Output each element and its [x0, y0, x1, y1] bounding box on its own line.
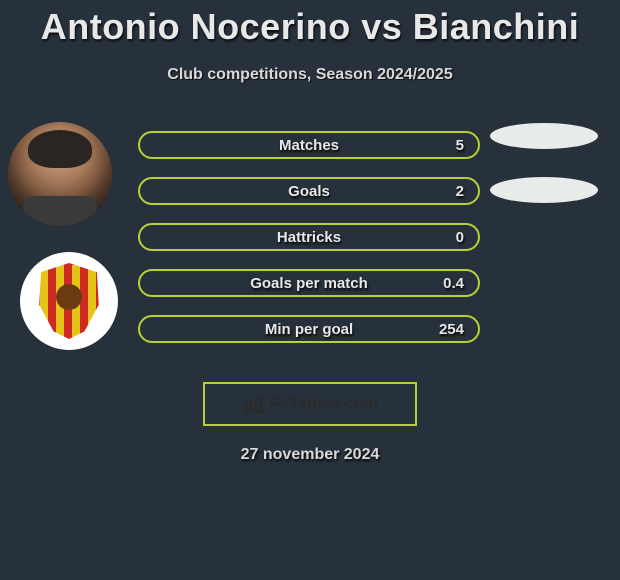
stat-label: Min per goal	[265, 321, 353, 338]
stat-right-value: 0.4	[443, 275, 464, 292]
brand-box: FcTables.com	[203, 382, 417, 426]
right-ellipse	[490, 123, 598, 149]
bar-chart-icon	[242, 395, 264, 413]
brand-label: FcTables.com	[270, 394, 379, 414]
stat-right-value: 5	[456, 137, 464, 154]
stat-bar: Matches 5	[138, 131, 480, 159]
stat-row-goals: Goals 2	[0, 168, 620, 214]
stat-right-value: 254	[439, 321, 464, 338]
stat-row-mpg: Min per goal 254	[0, 306, 620, 352]
stat-right-value: 0	[456, 229, 464, 246]
stat-bar: Goals per match 0.4	[138, 269, 480, 297]
date-text: 27 november 2024	[0, 446, 620, 464]
stat-row-matches: Matches 5	[0, 122, 620, 168]
stat-bar: Goals 2	[138, 177, 480, 205]
stat-bar: Min per goal 254	[138, 315, 480, 343]
stat-label: Goals per match	[250, 275, 368, 292]
stat-label: Goals	[288, 183, 330, 200]
page-title: Antonio Nocerino vs Bianchini	[0, 0, 620, 48]
stat-row-gpm: Goals per match 0.4	[0, 260, 620, 306]
brand-domain: .com	[340, 394, 378, 413]
right-ellipse	[490, 177, 598, 203]
stat-label: Matches	[279, 137, 339, 154]
stat-row-hattricks: Hattricks 0	[0, 214, 620, 260]
subtitle: Club competitions, Season 2024/2025	[0, 66, 620, 84]
brand-name: FcTables	[270, 394, 340, 413]
stat-right-value: 2	[456, 183, 464, 200]
stat-bar: Hattricks 0	[138, 223, 480, 251]
stat-label: Hattricks	[277, 229, 341, 246]
stats-container: Matches 5 Goals 2 Hattricks 0	[0, 122, 620, 352]
